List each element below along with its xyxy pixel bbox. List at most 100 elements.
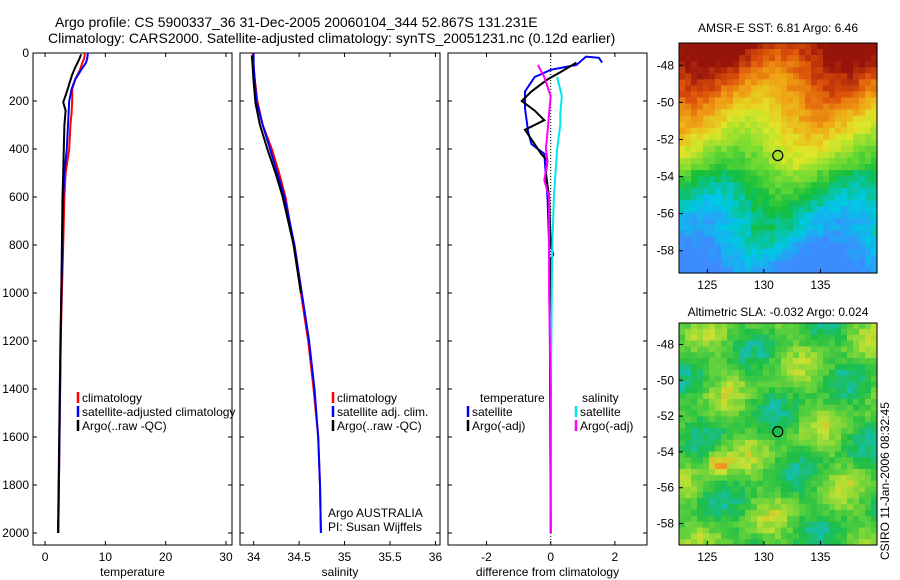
sla_map-cell [769,393,776,400]
sla_map-cell [811,457,818,464]
sla_map-cell [727,410,734,418]
sst_map-cell [721,115,728,123]
sla_map-cell [763,451,770,458]
sst_map-cell [811,212,818,220]
sla_map-cell [835,539,842,546]
sla_map-cell [721,428,728,435]
sla_map-cell [679,539,686,546]
sst_map-cell [853,266,860,274]
sst_map-cell [679,73,686,80]
sla_map-cell [871,416,878,423]
sla_map-cell [787,404,794,412]
sst_map-cell [835,176,842,183]
sla_map-cell [709,358,716,365]
sst_map-cell [859,194,866,201]
sla_map-cell [871,445,878,453]
sst_map-cell [691,260,698,268]
sla_map-cell [679,346,686,353]
sst_map-cell [781,266,788,274]
sla_map-cell [739,416,746,423]
sla_map-cell [709,509,716,517]
sst_map-cell [721,121,728,129]
sst_map-cell [727,176,734,183]
sst_map-cell [829,182,836,189]
sst_map-cell [763,49,770,56]
sst_map-cell [739,194,746,201]
sla_map-cell [703,498,710,505]
sla_map-cell [757,474,764,482]
sst_map-cell [865,91,872,99]
sst_map-cell [823,67,830,74]
sst_map-cell [817,170,824,177]
sla_map-cell [751,445,758,453]
sst_map-cell [841,200,848,208]
sst_map-cell [727,188,734,195]
sst_map-cell [763,127,770,135]
sst_map-xtick-label: 135 [810,278,830,292]
sla_map-cell [763,527,770,534]
sst_map-cells [679,43,878,274]
sla_map-cell [835,445,842,453]
sst_map-cell [787,176,794,183]
sla_map-cell [799,509,806,517]
sst_map-cell [769,43,776,50]
sla_map-cell [757,457,764,464]
sla_map-cell [775,457,782,464]
sst_map-cell [691,121,698,129]
sla_map-cell [727,363,734,371]
sst_map-cell [835,194,842,201]
sla_map-cell [805,346,812,353]
sst_map-cell [733,200,740,208]
sst_map-cell [805,115,812,123]
sla_map-cell [679,451,686,458]
sla_map-cell [757,393,764,400]
sla_map-cell [817,404,824,412]
sst_map-cell [733,109,740,117]
sla_map-cell [727,381,734,388]
sla_map-cell [859,463,866,470]
sst_map-cell [835,97,842,105]
sst_map-cell [733,133,740,141]
sst_map-cell [721,200,728,208]
sst_map-cell [769,67,776,74]
sla_map-cell [775,509,782,517]
sst_map-cell [691,103,698,111]
sst_map-cell [751,109,758,117]
sst_map-cell [691,61,698,68]
sla_map-cell [817,457,824,464]
sla_map-cell [841,416,848,423]
sla_map-cell [841,352,848,359]
sst_map-cell [865,164,872,171]
sst_map-cell [847,248,854,256]
sla_map-cell [847,439,854,447]
sla_map-cell [715,480,722,488]
sla_map-cell [781,340,788,347]
sla_map-cell [727,334,734,342]
sst_map-cell [715,188,722,195]
sla_map-cell [745,404,752,412]
sla_map-cell [709,463,716,470]
sla_map-cell [685,410,692,418]
sla_map-cell [685,463,692,470]
sst_map-cell [787,139,794,147]
sla_map-cell [871,498,878,505]
sst_map-cell [835,139,842,147]
sst_map-cell [739,139,746,147]
sla_map-cell [679,328,686,336]
sla_map-cell [697,340,704,347]
sst_map-cell [691,218,698,226]
sla_map-cell [787,474,794,482]
sst_map-cell [685,49,692,56]
sla_map-cell [841,328,848,336]
sla_map-cell [685,346,692,353]
sst_map-cell [847,43,854,50]
sst_map-cell [859,248,866,256]
sst_map-cell [799,254,806,262]
sla_map-cell [859,393,866,400]
sst_map-cell [817,182,824,189]
sst_map-cell [697,151,704,159]
sla_map-cell [865,445,872,453]
sla_map-cell [871,539,878,546]
sst_map-cell [727,206,734,214]
sla_map-cell [787,393,794,400]
